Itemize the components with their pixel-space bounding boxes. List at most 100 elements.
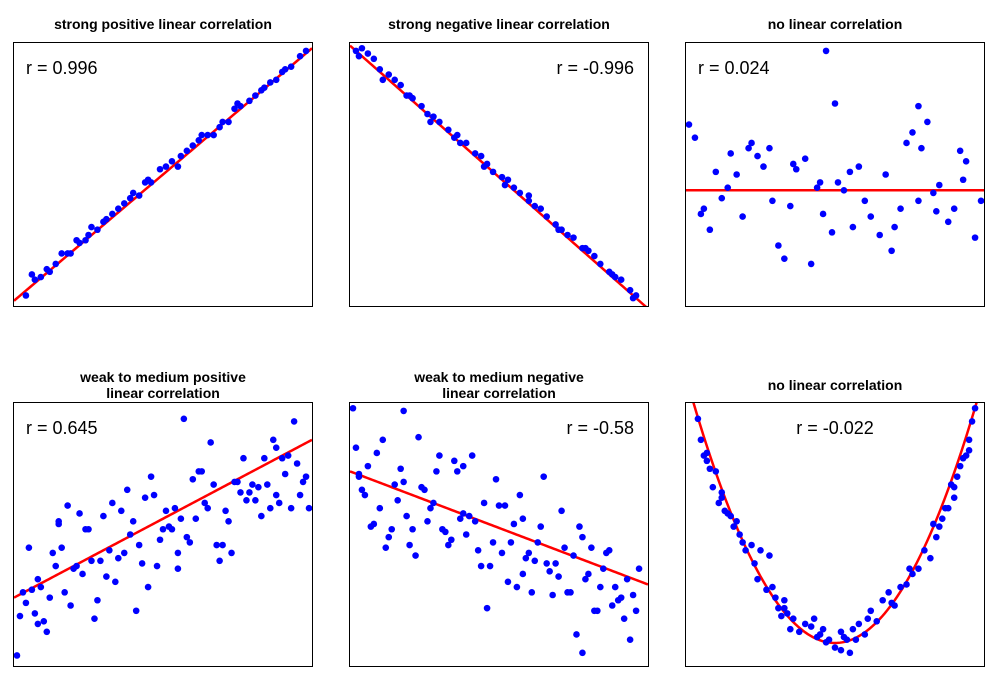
data-point <box>703 449 711 457</box>
data-point <box>28 586 36 594</box>
data-point <box>272 76 280 84</box>
data-point <box>528 589 536 596</box>
data-point <box>135 541 143 549</box>
data-point <box>483 604 491 612</box>
data-point <box>150 491 158 499</box>
data-point <box>882 171 889 178</box>
data-point <box>950 483 958 491</box>
data-point <box>174 549 182 557</box>
data-point <box>718 494 726 501</box>
data-point <box>965 436 973 444</box>
data-point <box>82 525 89 533</box>
data-point <box>781 255 788 262</box>
data-point <box>772 594 779 601</box>
data-point <box>831 100 839 107</box>
data-point <box>70 565 77 572</box>
fit-line <box>350 470 648 586</box>
data-point <box>775 242 782 249</box>
data-point <box>498 549 506 557</box>
data-point <box>745 144 752 152</box>
data-point <box>549 591 556 599</box>
data-point <box>597 260 604 268</box>
data-point <box>299 478 307 486</box>
data-point <box>730 523 737 530</box>
data-point <box>525 197 533 205</box>
data-point <box>840 186 848 194</box>
data-point <box>516 189 524 197</box>
data-point <box>216 557 223 565</box>
data-point <box>162 507 170 515</box>
data-point <box>266 504 274 512</box>
data-point <box>801 620 809 628</box>
data-point <box>691 134 699 141</box>
data-point <box>861 197 869 205</box>
data-point <box>210 481 217 488</box>
data-point <box>686 121 693 128</box>
data-point <box>831 644 839 651</box>
data-point <box>225 518 232 525</box>
data-point <box>504 578 512 586</box>
data-point <box>156 536 164 544</box>
data-point <box>822 639 830 646</box>
data-point <box>936 523 943 530</box>
data-point <box>591 607 598 615</box>
scatter-plot: r = -0.022 <box>692 403 979 657</box>
chart-title: no linear correlation <box>767 377 903 393</box>
data-point <box>567 589 574 596</box>
plot-frame: r = 0.645 <box>13 402 313 667</box>
data-point <box>489 539 497 546</box>
data-point <box>807 623 815 630</box>
data-point <box>766 144 773 152</box>
data-point <box>727 512 734 520</box>
data-point <box>588 544 595 551</box>
data-point <box>355 52 363 60</box>
data-point <box>272 491 280 499</box>
data-point <box>611 583 619 591</box>
data-point <box>261 454 268 462</box>
data-point <box>94 226 101 234</box>
data-point <box>85 231 92 239</box>
data-point <box>144 176 152 184</box>
correlation-coefficient-label: r = 0.024 <box>698 58 770 78</box>
data-point <box>243 497 250 504</box>
data-point <box>843 636 851 643</box>
data-point <box>555 226 562 234</box>
data-point <box>269 436 277 444</box>
data-point <box>109 499 116 507</box>
data-point <box>962 158 970 165</box>
data-point <box>22 292 30 299</box>
data-point <box>706 226 714 234</box>
data-point <box>115 554 122 562</box>
data-point <box>897 583 904 591</box>
data-point <box>156 165 164 173</box>
data-point <box>198 131 206 139</box>
data-point <box>120 200 128 207</box>
data-point <box>112 578 119 586</box>
data-point <box>971 234 979 241</box>
data-point <box>540 473 547 480</box>
data-point <box>921 546 928 554</box>
data-point <box>174 163 182 170</box>
data-point <box>183 533 191 541</box>
chart-title: weak to medium positive linear correlati… <box>80 369 246 401</box>
data-point <box>373 449 381 457</box>
data-point <box>88 223 95 231</box>
data-point <box>474 546 482 554</box>
data-point <box>459 462 467 470</box>
data-point <box>724 184 732 191</box>
data-point <box>706 465 714 473</box>
data-point <box>177 152 185 160</box>
plot-frame: r = 0.996 <box>13 42 313 307</box>
data-point <box>264 481 271 488</box>
data-point <box>531 557 539 565</box>
data-point <box>888 247 895 255</box>
data-point <box>959 176 967 184</box>
data-point <box>944 504 952 512</box>
data-point <box>787 625 794 633</box>
data-point <box>430 499 437 507</box>
data-point <box>278 454 286 462</box>
data-point <box>519 515 527 523</box>
data-point <box>867 607 875 615</box>
data-point <box>938 515 946 523</box>
data-point <box>117 507 125 515</box>
